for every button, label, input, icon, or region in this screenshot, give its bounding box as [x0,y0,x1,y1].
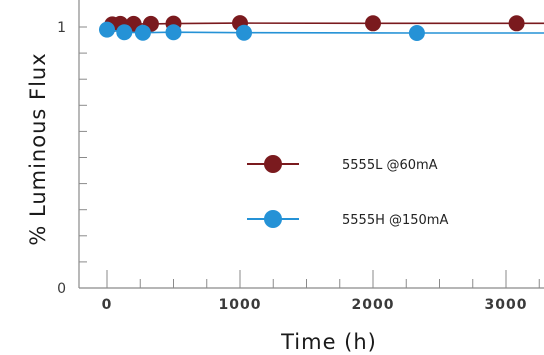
legend-entry-1: 5555L @60mA [247,155,438,173]
series-layer [99,15,544,41]
x-tick-label: 1000 [219,297,262,313]
series-2 [99,21,544,41]
legend-label: 5555H @150mA [342,213,448,228]
x-tick-label: 3000 [485,297,528,313]
data-point [99,21,115,38]
data-point [134,24,151,41]
x-tick-label: 0 [102,297,113,313]
legend-marker [264,155,282,173]
legend-label: 5555L @60mA [342,158,438,173]
legend: 5555L @60mA 5555H @150mA [247,155,448,228]
data-point [508,15,525,32]
data-point [116,24,133,41]
legend-marker [264,210,282,228]
data-point [365,15,381,32]
data-point [236,24,252,41]
x-tick-label: 2000 [352,297,395,313]
axis-ticks: 0 1 0 1000 2000 3000 [57,20,540,313]
data-point [408,25,425,41]
legend-entry-2: 5555H @150mA [247,210,448,228]
x-axis-title: Time (h) [280,330,377,354]
y-axis-title: % Luminous Flux [26,52,50,245]
y-tick-label: 0 [57,281,66,297]
data-point [165,24,182,41]
axes [78,0,544,289]
y-tick-label: 1 [57,20,66,36]
